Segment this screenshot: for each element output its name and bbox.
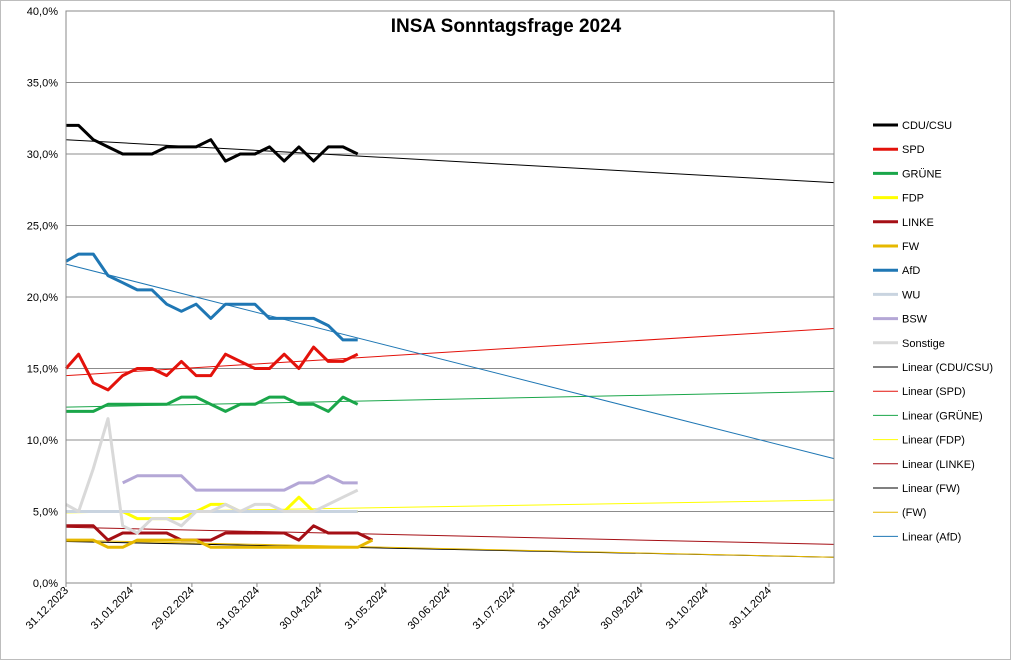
trendline-linear-gruene <box>65 390 835 408</box>
legend-label: FW <box>902 241 920 253</box>
series-line-gruene <box>66 395 359 413</box>
y-tick-label: 20,0% <box>27 292 58 304</box>
legend-label: Sonstige <box>902 338 945 350</box>
legend-item: Linear (FW) <box>873 483 960 495</box>
legend-label: Linear (AfD) <box>902 531 961 543</box>
legend-label: Linear (SPD) <box>902 386 966 398</box>
legend-item: SPD <box>873 144 925 156</box>
legend-label: FDP <box>902 193 924 205</box>
legend-label: LINKE <box>902 217 934 229</box>
legend-item: Linear (AfD) <box>873 531 961 543</box>
trendline-linear-afd <box>65 263 835 460</box>
legend-item: Linear (GRÜNE) <box>873 410 983 422</box>
series-line-sonstige <box>65 417 359 535</box>
series-line-afd <box>65 252 358 342</box>
legend-label: Linear (CDU/CSU) <box>902 362 993 374</box>
legend-item: FW <box>873 241 920 253</box>
y-tick-label: 25,0% <box>27 221 58 233</box>
series-line-bsw <box>122 474 358 492</box>
legend-item: AfD <box>873 265 920 277</box>
legend-label: BSW <box>902 314 928 326</box>
legend-label: WU <box>902 289 920 301</box>
trendline-linear-linke <box>65 526 835 545</box>
legend-label: (FW) <box>902 507 926 519</box>
y-tick-label: 15,0% <box>27 364 58 376</box>
y-tick-label: 30,0% <box>27 149 58 161</box>
legend-label: GRÜNE <box>902 168 942 180</box>
legend-label: Linear (GRÜNE) <box>902 410 983 422</box>
legend-label: SPD <box>902 144 925 156</box>
series-line-cdu-csu <box>66 123 359 163</box>
legend-label: Linear (FDP) <box>902 435 965 447</box>
y-tick-label: 35,0% <box>27 78 58 90</box>
legend-label: AfD <box>902 265 920 277</box>
trendline-fw <box>65 539 835 558</box>
legend-item: WU <box>873 289 920 301</box>
legend-item: FDP <box>873 193 924 205</box>
y-tick-label: 40,0% <box>27 6 58 18</box>
legend-label: CDU/CSU <box>902 120 952 132</box>
chart-title: INSA Sonntagsfrage 2024 <box>391 16 622 37</box>
y-tick-label: 10,0% <box>27 435 58 447</box>
y-axis-ticks: 0,0% 5,0% 10,0% 15,0% 20,0% 25,0% 30,0% 35,0% 40… <box>27 6 58 590</box>
legend-label: Linear (FW) <box>902 483 960 495</box>
legend-item: Linear (FDP) <box>873 435 965 447</box>
legend-item: Linear (LINKE) <box>873 459 975 471</box>
legend-item: Linear (SPD) <box>873 386 966 398</box>
y-tick-label: 0,0% <box>33 578 58 590</box>
legend-label: Linear (LINKE) <box>902 459 975 471</box>
legend-item: CDU/CSU <box>873 120 952 132</box>
trendline-linear-spd <box>65 327 835 377</box>
legend-item: Linear (CDU/CSU) <box>873 362 993 374</box>
series-line-linke <box>66 524 374 542</box>
legend-item: LINKE <box>873 217 934 229</box>
legend-item: Sonstige <box>873 338 945 350</box>
plot-area-border <box>65 10 835 584</box>
series-line-fw <box>66 538 374 549</box>
y-tick-label: 5,0% <box>33 507 58 519</box>
legend-item: BSW <box>873 314 928 326</box>
series-lines <box>64 123 374 549</box>
legend: CDU/CSU SPD GRÜNE FDP LINKE FW AfD WU BSW Sonstig… <box>873 120 993 543</box>
legend-item: GRÜNE <box>873 168 942 180</box>
series-line-spd <box>64 345 359 392</box>
legend-item: (FW) <box>873 507 926 519</box>
